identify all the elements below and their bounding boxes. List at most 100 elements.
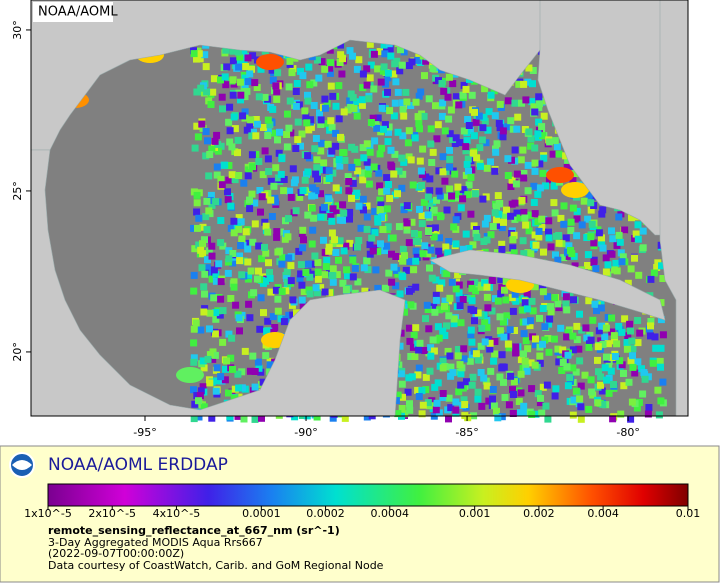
- data-pixel: [419, 145, 427, 153]
- data-pixel: [195, 413, 203, 421]
- data-pixel: [424, 211, 432, 219]
- data-pixel: [259, 378, 267, 386]
- data-pixel: [370, 50, 378, 58]
- data-pixel: [412, 247, 420, 255]
- data-pixel: [217, 217, 225, 224]
- data-pixel: [211, 330, 219, 338]
- data-pixel: [457, 381, 465, 389]
- data-pixel: [229, 259, 237, 267]
- data-pixel: [483, 324, 491, 332]
- data-pixel: [499, 133, 507, 141]
- data-pixel: [329, 278, 337, 286]
- data-pixel: [355, 56, 363, 64]
- coastal-patch: [546, 167, 574, 183]
- data-pixel: [582, 324, 590, 332]
- data-pixel: [567, 218, 575, 226]
- data-pixel: [592, 265, 600, 273]
- data-pixel: [260, 124, 267, 131]
- data-pixel: [465, 167, 472, 175]
- data-pixel: [374, 65, 382, 73]
- data-pixel: [336, 216, 344, 224]
- data-pixel: [240, 179, 248, 187]
- data-pixel: [538, 224, 546, 231]
- data-pixel: [425, 325, 433, 333]
- data-pixel: [399, 106, 407, 114]
- data-pixel: [647, 275, 655, 283]
- data-pixel: [434, 379, 442, 387]
- data-pixel: [340, 149, 348, 157]
- data-pixel: [336, 162, 344, 170]
- data-pixel: [374, 215, 382, 223]
- data-pixel: [254, 275, 261, 283]
- data-pixel: [544, 415, 552, 423]
- data-pixel: [464, 155, 472, 163]
- data-pixel: [212, 387, 220, 395]
- data-pixel: [246, 205, 254, 213]
- data-pixel: [457, 319, 465, 327]
- data-pixel: [292, 207, 300, 215]
- data-pixel: [363, 81, 371, 89]
- data-pixel: [239, 112, 247, 120]
- data-pixel: [314, 259, 322, 266]
- data-pixel: [498, 351, 506, 359]
- data-pixel: [365, 180, 373, 188]
- colorbar-tick-label: 0.002: [523, 507, 555, 520]
- data-pixel: [332, 249, 340, 256]
- data-pixel: [541, 323, 549, 331]
- data-pixel: [488, 277, 496, 284]
- data-pixel: [644, 410, 652, 418]
- data-pixel: [560, 220, 568, 228]
- data-pixel: [518, 306, 526, 314]
- data-pixel: [601, 364, 609, 372]
- data-pixel: [524, 187, 532, 195]
- data-pixel: [193, 392, 201, 400]
- data-pixel: [446, 155, 454, 163]
- data-pixel: [405, 374, 413, 382]
- data-pixel: [247, 367, 254, 375]
- data-pixel: [496, 373, 504, 381]
- data-pixel: [569, 411, 577, 419]
- data-pixel: [210, 294, 218, 302]
- data-pixel: [439, 168, 447, 176]
- data-pixel: [452, 398, 460, 406]
- data-pixel: [471, 190, 479, 198]
- data-pixel: [569, 364, 577, 372]
- legend-box: [0, 445, 720, 583]
- data-pixel: [380, 41, 388, 49]
- data-pixel: [415, 92, 423, 100]
- data-pixel: [377, 240, 384, 248]
- data-pixel: [349, 273, 357, 281]
- data-pixel: [569, 332, 577, 340]
- data-pixel: [360, 154, 368, 162]
- data-pixel: [246, 196, 253, 204]
- data-pixel: [298, 296, 306, 304]
- data-pixel: [190, 386, 197, 394]
- data-pixel: [498, 224, 506, 232]
- data-pixel: [353, 65, 361, 73]
- data-pixel: [250, 289, 258, 297]
- data-pixel: [389, 234, 397, 242]
- data-pixel: [446, 352, 454, 360]
- data-pixel: [651, 333, 659, 341]
- data-pixel: [312, 170, 320, 178]
- data-pixel: [310, 79, 318, 87]
- data-pixel: [407, 156, 415, 164]
- data-pixel: [411, 134, 419, 142]
- data-pixel: [321, 65, 329, 73]
- data-pixel: [285, 311, 293, 319]
- data-pixel: [486, 345, 494, 353]
- data-pixel: [531, 144, 539, 152]
- data-pixel: [357, 224, 365, 232]
- data-pixel: [376, 182, 384, 190]
- data-pixel: [217, 278, 225, 286]
- data-pixel: [624, 279, 632, 287]
- data-pixel: [455, 295, 463, 303]
- data-pixel: [226, 138, 234, 146]
- data-pixel: [234, 370, 242, 378]
- data-pixel: [415, 393, 423, 400]
- data-pixel: [256, 325, 264, 333]
- data-pixel: [274, 295, 282, 303]
- data-pixel: [465, 245, 473, 252]
- data-pixel: [359, 195, 367, 203]
- data-pixel: [338, 70, 346, 78]
